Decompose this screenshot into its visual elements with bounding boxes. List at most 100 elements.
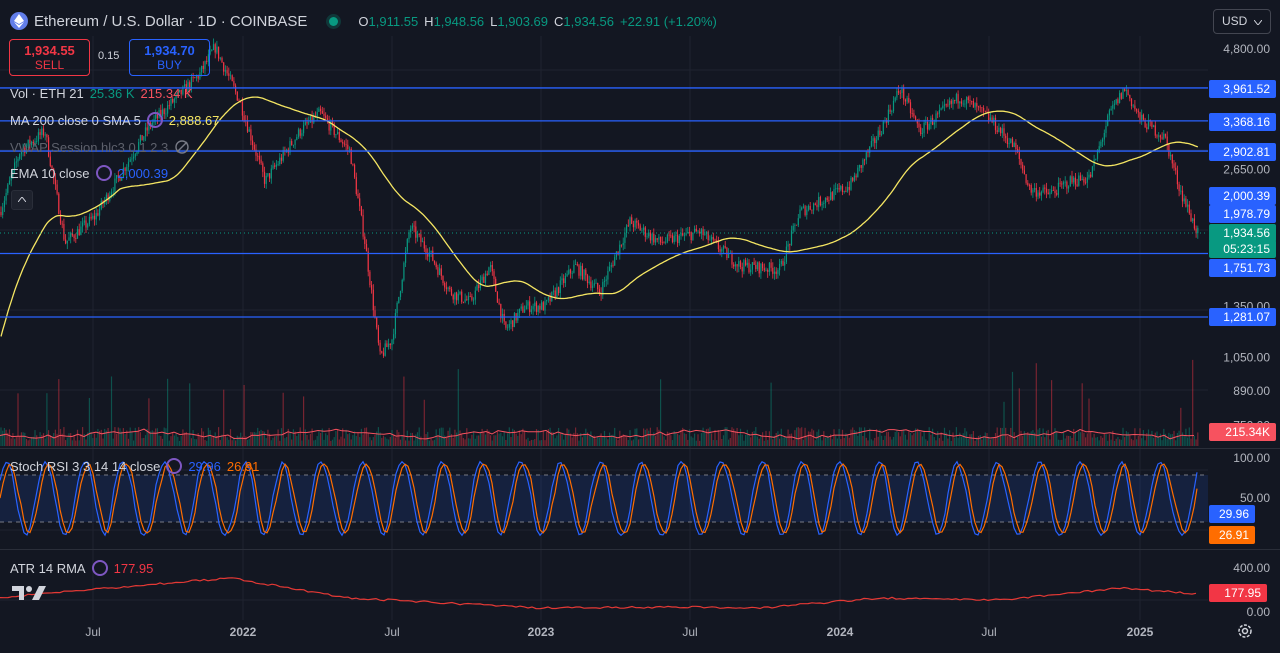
volume-bar <box>631 440 633 446</box>
candle-body <box>559 280 561 294</box>
visibility-icon[interactable] <box>95 165 112 181</box>
volume-bar <box>758 438 760 446</box>
candle-body <box>831 192 833 200</box>
candle-body <box>269 173 271 179</box>
candle-body <box>303 124 305 134</box>
tradingview-logo[interactable] <box>12 584 48 608</box>
candle-body <box>93 215 96 220</box>
settings-gear-icon[interactable] <box>1236 622 1254 640</box>
candle-body <box>714 239 716 241</box>
visibility-icon[interactable] <box>146 112 163 128</box>
candle-body <box>685 233 687 235</box>
candle-body <box>762 263 764 269</box>
volume-bar <box>435 429 437 446</box>
volume-bar <box>792 440 794 446</box>
candle-body <box>605 279 607 281</box>
candle-body <box>207 54 209 62</box>
volume-bar <box>308 439 310 446</box>
ma-legend[interactable]: MA 200 close 0 SMA 5 2,888.67 <box>10 112 219 128</box>
volume-bar <box>331 439 334 446</box>
volume-bar <box>1117 436 1119 446</box>
candle-body <box>1146 127 1148 130</box>
candle-body <box>1049 192 1051 195</box>
volume-bar <box>639 438 641 446</box>
ema-legend[interactable]: EMA 10 close 2,000.39 <box>10 165 168 181</box>
volume-bar <box>12 433 14 446</box>
volume-legend[interactable]: Vol · ETH 21 25.36 K 215.34 K <box>10 86 193 101</box>
volume-bar <box>124 434 126 446</box>
volume-bar <box>160 435 162 446</box>
candle-body <box>1142 114 1144 120</box>
volume-bar <box>141 438 143 446</box>
collapse-legend-button[interactable] <box>11 190 33 210</box>
volume-bar <box>784 436 786 446</box>
candle-body <box>748 262 750 273</box>
ma-200-line <box>0 96 1199 337</box>
volume-bar <box>649 427 651 446</box>
candle-body <box>68 237 70 241</box>
volume-bar <box>99 431 101 446</box>
volume-bar <box>187 434 189 446</box>
candle-body <box>439 268 441 275</box>
candle-body <box>1074 177 1076 185</box>
candle-body <box>450 289 453 295</box>
volume-bar <box>338 439 340 446</box>
buy-button[interactable]: 1,934.70 BUY <box>129 39 210 76</box>
sell-button[interactable]: 1,934.55 SELL <box>9 39 90 76</box>
symbol-title[interactable]: Ethereum / U.S. Dollar · 1D · COINBASE <box>34 12 308 30</box>
hidden-eye-icon[interactable] <box>174 139 190 155</box>
volume-bar <box>1032 430 1034 446</box>
candle-body <box>490 264 492 268</box>
candle-body <box>1003 128 1005 136</box>
volume-bar <box>1158 437 1160 446</box>
time-axis-area[interactable] <box>0 620 1208 653</box>
pane-divider-atr[interactable] <box>0 549 1280 550</box>
volume-bar <box>677 433 679 446</box>
volume-bar <box>116 433 118 446</box>
volume-bar <box>830 434 832 446</box>
candle-body <box>539 305 541 310</box>
candle-body <box>1006 138 1008 144</box>
candle-body <box>194 77 196 79</box>
candle-body <box>554 290 556 298</box>
stoch-rsi-legend[interactable]: Stoch RSI 3 3 14 14 close 29.96 26.91 <box>10 458 259 474</box>
visibility-icon[interactable] <box>91 560 108 576</box>
volume-bar <box>7 432 9 446</box>
candle-body <box>253 144 255 150</box>
candle-body <box>323 113 325 116</box>
volume-bar <box>1076 440 1078 446</box>
volume-bar <box>745 434 747 446</box>
volume-bar <box>879 429 881 446</box>
atr-legend[interactable]: ATR 14 RMA 177.95 <box>10 560 153 576</box>
ohlc-value: 1,948.56 <box>433 13 485 29</box>
volume-bar <box>532 439 534 446</box>
volume-bar <box>381 437 383 446</box>
vwap-legend[interactable]: VWAP Session hlc3 0 1 2 3 <box>10 139 190 155</box>
volume-bar <box>813 430 815 446</box>
candle-body <box>1035 188 1037 197</box>
candle-body <box>1005 135 1007 139</box>
candle-body <box>420 234 422 243</box>
candle-body <box>144 127 147 137</box>
volume-bar <box>393 435 395 446</box>
pane-divider-stoch[interactable] <box>0 448 1280 449</box>
volume-bar <box>765 430 767 446</box>
candle-body <box>841 186 844 192</box>
currency-select[interactable]: USD <box>1213 9 1271 34</box>
candle-body <box>304 122 306 125</box>
candle-body <box>847 186 849 192</box>
volume-bar <box>413 440 415 446</box>
volume-bar <box>928 427 930 446</box>
volume-bar <box>637 439 640 446</box>
volume-bar <box>447 430 449 446</box>
volume-bar <box>779 438 781 446</box>
volume-bar <box>898 432 900 446</box>
volume-bar <box>1142 430 1144 446</box>
candle-body <box>65 239 67 244</box>
candle-body <box>991 117 993 123</box>
candle-body <box>255 149 257 156</box>
visibility-icon[interactable] <box>166 458 183 474</box>
volume-bar <box>250 432 252 446</box>
volume-bar <box>1156 431 1158 446</box>
